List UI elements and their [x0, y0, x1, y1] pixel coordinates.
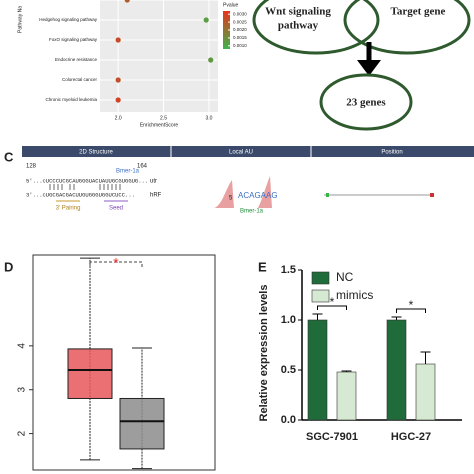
- colorbar-label: 0.0030: [233, 11, 247, 16]
- seed-label: Seed: [109, 206, 123, 212]
- significance-mark: *: [113, 255, 119, 271]
- legend-label: NC: [336, 270, 354, 284]
- dot: [124, 0, 130, 3]
- header-bar: [22, 146, 474, 157]
- x-axis-title: EnrichmentScore: [140, 122, 179, 128]
- y-tick-label: 0.0: [281, 414, 296, 426]
- au-seq: ACAGAAG: [238, 191, 278, 200]
- colorbar-label: 0.0010: [233, 43, 247, 48]
- utr-tag: utr: [150, 179, 157, 185]
- result-label: 23 genes: [346, 97, 386, 109]
- box: [119, 397, 165, 450]
- venn-left: [252, 0, 380, 55]
- dot: [115, 97, 121, 103]
- error-bar: [341, 370, 352, 372]
- x-tick-label: 2.0: [115, 115, 122, 121]
- colorbar-label: 0.0020: [233, 27, 247, 32]
- mir-seq: 3'...cUGCGACGACUUGUGGGUGGUCUCC...: [26, 191, 135, 198]
- venn-diagram: Wnt signaling pathway Target gene 23 gen…: [252, 0, 471, 131]
- venn-left-label: Wnt signaling: [265, 6, 331, 18]
- plot-background: [100, 0, 218, 112]
- mirna-structure: 2D Structure Local AU Position 128 164 B…: [22, 146, 474, 215]
- pairing-label: 3' Pairing: [56, 206, 81, 212]
- y-tick-label: 2: [17, 430, 28, 436]
- legend-swatch: [311, 289, 330, 303]
- venn-left-label: pathway: [278, 20, 319, 32]
- panel-label: C: [4, 149, 14, 164]
- dot: [115, 77, 121, 83]
- dot: [208, 57, 214, 63]
- header: Position: [381, 150, 402, 156]
- site-marker: [326, 193, 329, 197]
- header: Local AU: [229, 150, 253, 156]
- panel-label: D: [4, 259, 13, 274]
- error-bar: [420, 351, 431, 364]
- utr-seq: 5'...cUCCCUCGCAUGGGUACUAUUGCGUGGUG...: [26, 177, 148, 184]
- significance-mark: *: [330, 295, 335, 309]
- au-peak: [214, 180, 234, 208]
- error-bar: [391, 316, 402, 320]
- arrow-head: [357, 60, 381, 76]
- y-tick-label: 0.5: [281, 364, 296, 376]
- bar: [307, 319, 328, 421]
- panel-label: E: [258, 259, 267, 274]
- y-tick-label: Chronic myeloid leukemia: [45, 97, 97, 102]
- colorbar-label: 0.0025: [233, 19, 247, 24]
- colorbar-label: 0.0015: [233, 35, 247, 40]
- end-pos: 164: [137, 164, 148, 170]
- dot: [115, 37, 121, 43]
- end-marker: [430, 193, 434, 197]
- y-axis-title: Relative expression levels: [258, 285, 270, 422]
- y-tick-label: 1.0: [281, 314, 296, 326]
- pairing-lines: [49, 184, 121, 190]
- significance-bracket: [396, 308, 426, 313]
- y-tick-label: FoxO signaling pathway: [49, 37, 98, 42]
- x-tick-label: HGC-27: [391, 431, 431, 443]
- venn-right-label: Target gene: [391, 6, 446, 18]
- x-tick-label: 2.5: [160, 115, 167, 121]
- au-five: 5: [229, 196, 233, 202]
- legend-title: Pvalue: [223, 2, 239, 8]
- au-name: Bmer-1a: [240, 209, 264, 215]
- result-circle: [319, 73, 413, 131]
- bar: [415, 363, 436, 421]
- au-peak: [258, 176, 272, 208]
- x-tick-label: 3.0: [205, 115, 212, 121]
- y-tick-label: 4: [17, 343, 28, 349]
- y-tick-label: Endocrine resistance: [55, 57, 98, 62]
- plot-frame: [32, 254, 216, 471]
- y-tick-label: 3: [17, 386, 28, 392]
- bar: [336, 371, 357, 421]
- x-tick-label: SGC-7901: [306, 431, 358, 443]
- y-tick-label: Hedgehog signaling pathway: [39, 17, 98, 22]
- y-tick-label: 1.5: [281, 264, 296, 276]
- dot: [203, 17, 209, 23]
- venn-right: [343, 0, 471, 55]
- header: 2D Structure: [79, 150, 113, 156]
- box: [67, 348, 113, 399]
- significance-bracket: [317, 305, 347, 310]
- error-bar: [312, 313, 323, 320]
- y-axis-title: Pathway Na: [17, 6, 23, 33]
- start-pos: 128: [26, 164, 37, 170]
- significance-mark: *: [409, 298, 414, 312]
- legend-label: mimics: [336, 288, 373, 302]
- legend-swatch: [311, 271, 330, 285]
- significance-bracket: [89, 261, 143, 268]
- y-tick-label: Colorectal cancer: [62, 77, 98, 82]
- colorbar: [223, 11, 230, 49]
- mirna-name: Bmer-1a: [116, 169, 140, 175]
- bar: [386, 319, 407, 421]
- mir-tag: hRF: [150, 193, 162, 199]
